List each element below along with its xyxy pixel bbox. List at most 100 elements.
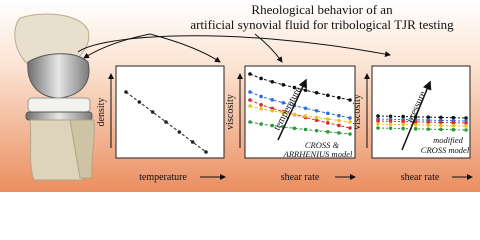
model-label: CROSS model bbox=[421, 145, 470, 155]
sketch-dot bbox=[259, 106, 263, 111]
sketch-dot bbox=[348, 98, 352, 102]
sketch-curve bbox=[249, 91, 351, 119]
sketch-dot bbox=[248, 98, 252, 102]
sketch-dot bbox=[337, 113, 341, 118]
sketch-dot bbox=[413, 127, 418, 131]
connector-arrow bbox=[83, 33, 151, 59]
sketch-dot bbox=[281, 100, 286, 105]
connector-arrow bbox=[77, 35, 391, 58]
sketch-dot bbox=[325, 93, 330, 98]
title-line: Rheological behavior of an bbox=[251, 2, 393, 17]
sketch-dot bbox=[388, 119, 393, 124]
sketch-dot bbox=[439, 127, 443, 132]
sketch-dot bbox=[439, 123, 443, 128]
sketch-dot bbox=[451, 115, 456, 120]
sketch-dot bbox=[259, 94, 263, 99]
sketch-dot bbox=[150, 110, 155, 114]
sketch-dot bbox=[325, 121, 330, 125]
sketch-dot bbox=[464, 121, 468, 125]
sketch-dot bbox=[259, 103, 263, 107]
sketch-dot bbox=[259, 122, 263, 126]
y-axis-label: viscosity bbox=[352, 94, 363, 130]
sketch-dot bbox=[270, 123, 275, 128]
panel-box bbox=[115, 65, 225, 159]
sketch-dot bbox=[388, 114, 393, 119]
sketch-dot bbox=[464, 124, 468, 128]
y-axis-label: viscosity bbox=[225, 94, 236, 130]
sketch-dot bbox=[413, 120, 418, 124]
sketch-dot bbox=[464, 128, 468, 132]
knee-illustration bbox=[14, 13, 95, 181]
sketch-dot bbox=[413, 123, 418, 127]
figure: Rheological behavior of an artificial sy… bbox=[0, 0, 480, 192]
sketch-dot bbox=[270, 98, 275, 102]
sketch-dot bbox=[337, 95, 341, 100]
sketch-dot bbox=[376, 114, 380, 118]
sketch-dot bbox=[292, 112, 297, 117]
sketch-curve bbox=[377, 120, 467, 124]
sketch-dot bbox=[314, 115, 319, 120]
model-label: modified bbox=[433, 135, 463, 145]
sketch-dot bbox=[314, 90, 319, 95]
sketch-dot bbox=[270, 80, 275, 84]
sketch-dot bbox=[137, 100, 142, 104]
sketch-dot bbox=[248, 72, 252, 76]
sketch-curve bbox=[377, 118, 467, 122]
x-axis-label: temperature bbox=[139, 172, 187, 183]
connector-arrow bbox=[149, 33, 221, 63]
sketch-dot bbox=[401, 126, 405, 131]
sketch-dot bbox=[303, 114, 308, 118]
y-axis-label: density bbox=[96, 98, 107, 127]
sketch-dot bbox=[348, 126, 352, 130]
sketch-curve bbox=[249, 73, 351, 101]
sketch-dot bbox=[376, 122, 380, 126]
sketch-dot bbox=[259, 76, 263, 81]
sketch-dot bbox=[337, 123, 341, 128]
effect-arrow bbox=[277, 78, 307, 141]
sketch-dot bbox=[426, 123, 431, 127]
sketch-dot bbox=[401, 119, 405, 124]
sketch-dot bbox=[314, 118, 319, 123]
sketch-dot bbox=[376, 126, 380, 130]
sketch-dot bbox=[388, 122, 393, 127]
sketch-dot bbox=[401, 114, 405, 119]
sketch-dot bbox=[292, 85, 297, 90]
sketch-dot bbox=[426, 120, 431, 124]
sketch-dot bbox=[177, 130, 182, 134]
panel-box bbox=[371, 65, 471, 159]
effect-arrow bbox=[401, 80, 432, 151]
sketch-dot bbox=[388, 126, 393, 131]
x-axis-label: shear rate bbox=[401, 172, 440, 183]
sketch-dot bbox=[426, 127, 431, 131]
sketch-dot bbox=[270, 109, 275, 113]
model-label: ARRHENIUS model bbox=[283, 149, 353, 159]
sketch-dot bbox=[325, 117, 330, 121]
sketch-curve bbox=[249, 99, 351, 129]
sketch-dot bbox=[303, 127, 308, 132]
sketch-dot bbox=[190, 140, 195, 144]
sketch-dot bbox=[164, 120, 168, 124]
connector-arrow bbox=[254, 33, 283, 63]
sketch-dot bbox=[325, 130, 330, 134]
sketch-dot bbox=[337, 118, 341, 123]
sketch-dot bbox=[292, 126, 297, 131]
sketch-dot bbox=[281, 82, 286, 87]
sketch-dot bbox=[204, 150, 208, 154]
sketch-curve bbox=[377, 115, 467, 119]
sketch-dot bbox=[314, 108, 319, 113]
sketch-curve bbox=[249, 105, 351, 123]
sketch-dot bbox=[303, 88, 308, 93]
sketch-curve bbox=[249, 121, 351, 135]
sketch-curve bbox=[377, 127, 467, 131]
sketch-dot bbox=[451, 123, 456, 128]
sketch-dot bbox=[248, 104, 252, 108]
sketch-dot bbox=[248, 120, 252, 124]
title-line: artificial synovial fluid for tribologic… bbox=[190, 17, 454, 32]
sketch-dot bbox=[426, 115, 431, 119]
sketch-curve bbox=[377, 123, 467, 127]
sketch-dot bbox=[281, 110, 286, 115]
sketch-dot bbox=[348, 116, 352, 120]
sketch-dot bbox=[337, 131, 341, 135]
sketch-dot bbox=[124, 90, 128, 94]
sketch-dot bbox=[314, 128, 319, 133]
